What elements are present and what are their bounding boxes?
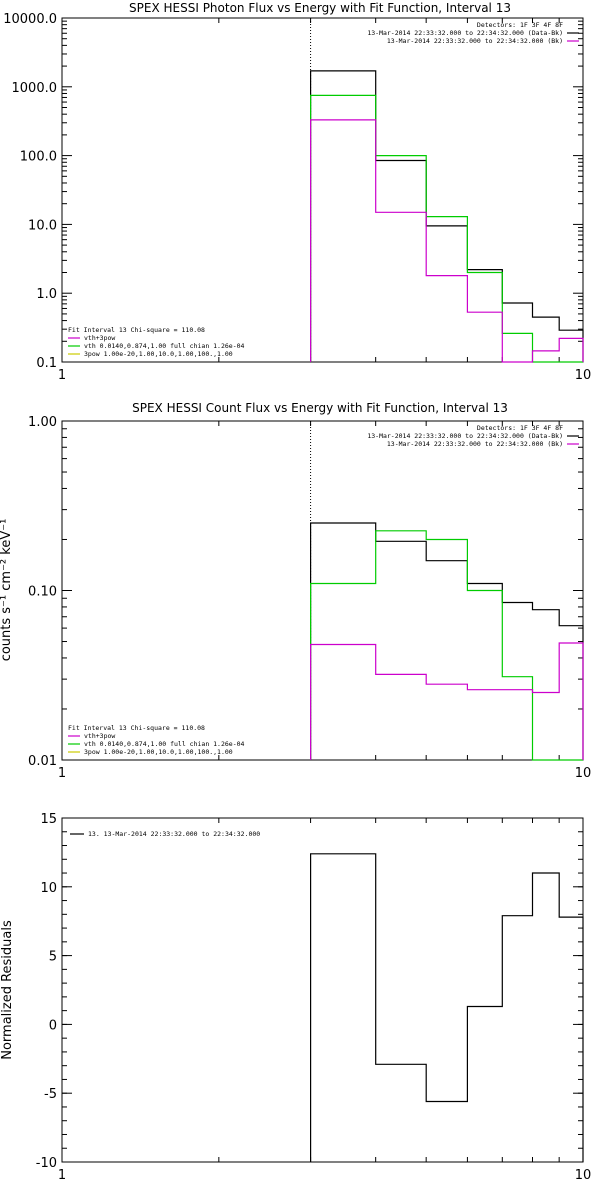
count-y-tick-label: 1.00: [28, 415, 57, 430]
count-legend-right-entry: 13-Mar-2014 22:33:32.000 to 22:34:32.000…: [387, 440, 563, 448]
photon-x-tick-label: 10: [575, 368, 592, 383]
count-legend-left-entry: 3pow 1.00e-20,1.00,10.0,1.00,100.,1.00: [84, 748, 233, 756]
photon-y-tick-label: 100.0: [20, 150, 57, 165]
resid-y-tick-label: 0: [49, 1018, 57, 1033]
count-series-vth-step-line: [310, 530, 583, 761]
photon-series-vth-step-line: [310, 94, 583, 363]
count-x-tick-label: 10: [575, 766, 592, 781]
count-y-tick-label: 0.01: [28, 754, 57, 769]
photon-y-tick-label: 10000.0: [3, 12, 57, 27]
resid-y-tick-label: -10: [36, 1156, 57, 1171]
photon-axes-frame: [61, 17, 584, 363]
count-plot-area: [61, 420, 584, 761]
photon-legend-left-entry: 3pow 1.00e-20,1.00,10.0,1.00,100.,1.00: [84, 350, 233, 358]
count-y-axis-label: counts s⁻¹ cm⁻² keV⁻¹: [0, 519, 14, 662]
resid-y-tick-label: 15: [40, 812, 57, 827]
count-legend-left-entry: vth 0.0140,0.874,1.00 full chian 1.26e-0…: [84, 740, 245, 748]
count-legend-right-entry: Detectors: 1F 3F 4F 8F: [477, 424, 563, 432]
photon-y-tick-label: 0.1: [36, 356, 57, 371]
resid-plot-area: [61, 817, 584, 1163]
count-chart-title: SPEX HESSI Count Flux vs Energy with Fit…: [132, 401, 508, 415]
resid-series-13-13-mar-2014-22-33-32--step-line: [310, 853, 584, 1162]
resid-y-axis-label: Normalized Residuals: [0, 920, 15, 1060]
photon-x-tick-label: 1: [58, 368, 66, 383]
photon-legend-left-entry: vth 0.0140,0.874,1.00 full chian 1.26e-0…: [84, 342, 245, 350]
resid-x-tick-label: 1: [58, 1168, 66, 1183]
photon-legend-right-entry: 13-Mar-2014 22:33:32.000 to 22:34:32.000…: [367, 29, 563, 37]
resid-y-tick-label: 5: [49, 950, 57, 965]
count-legend-left-entry: vth+3pow: [84, 732, 115, 740]
resid-y-tick-label: 10: [40, 881, 57, 896]
count-legend-right-entry: 13-Mar-2014 22:33:32.000 to 22:34:32.000…: [367, 432, 563, 440]
photon-legend-right-entry: 13-Mar-2014 22:33:32.000 to 22:34:32.000…: [387, 37, 563, 45]
photon-y-tick-label: 10.0: [28, 218, 57, 233]
photon-chart-title: SPEX HESSI Photon Flux vs Energy with Fi…: [129, 1, 511, 15]
count-series-bk-step-line: [310, 642, 584, 760]
photon-y-tick-label: 1.0: [36, 287, 57, 302]
resid-y-tick-label: -5: [44, 1087, 57, 1102]
count-x-tick-label: 1: [58, 766, 66, 781]
photon-series-bk-step-line: [310, 119, 584, 363]
photon-y-tick-label: 1000.0: [12, 81, 58, 96]
photon-legend-left-entry: Fit Interval 13 Chi-square = 110.08: [68, 326, 205, 334]
photon-legend-right-entry: Detectors: 1F 3F 4F 8F: [477, 21, 563, 29]
resid-axes-frame: [61, 817, 584, 1163]
count-legend-left-entry: Fit Interval 13 Chi-square = 110.08: [68, 724, 205, 732]
resid-legend-entry: 13. 13-Mar-2014 22:33:32.000 to 22:34:32…: [88, 830, 260, 838]
count-axes-frame: [61, 420, 584, 761]
count-y-tick-label: 0.10: [28, 585, 57, 600]
resid-x-tick-label: 10: [575, 1168, 592, 1183]
photon-legend-left-entry: vth+3pow: [84, 334, 115, 342]
count-series-data-bk-step-line: [310, 522, 584, 760]
photon-plot-area: [61, 17, 584, 363]
